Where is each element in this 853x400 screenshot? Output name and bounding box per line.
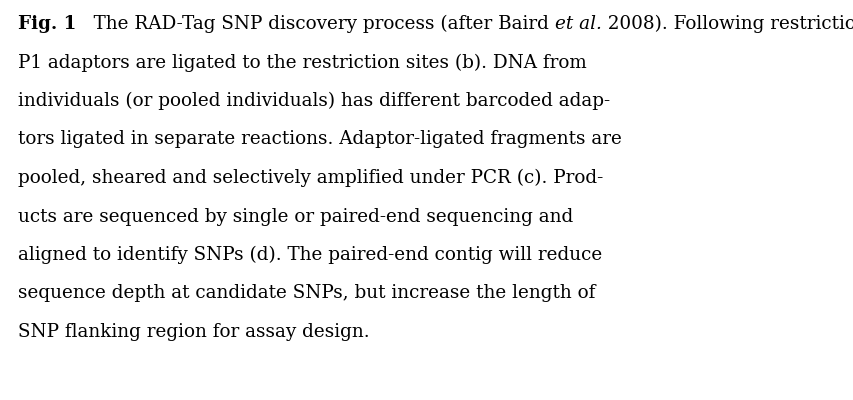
Text: Fig. 1: Fig. 1 [18, 15, 76, 33]
Text: SNP flanking region for assay design.: SNP flanking region for assay design. [18, 323, 369, 341]
Text: aligned to identify SNPs (d). The paired-end contig will reduce: aligned to identify SNPs (d). The paired… [18, 246, 601, 264]
Text: pooled, sheared and selectively amplified under PCR (c). Prod-: pooled, sheared and selectively amplifie… [18, 169, 602, 187]
Text: P1 adaptors are ligated to the restriction sites (b). DNA from: P1 adaptors are ligated to the restricti… [18, 54, 586, 72]
Text: sequence depth at candidate SNPs, but increase the length of: sequence depth at candidate SNPs, but in… [18, 284, 595, 302]
Text: The RAD-Tag SNP discovery process (after Baird: The RAD-Tag SNP discovery process (after… [76, 15, 554, 33]
Text: ucts are sequenced by single or paired-end sequencing and: ucts are sequenced by single or paired-e… [18, 208, 572, 226]
Text: tors ligated in separate reactions. Adaptor-ligated fragments are: tors ligated in separate reactions. Adap… [18, 130, 621, 148]
Text: individuals (or pooled individuals) has different barcoded adap-: individuals (or pooled individuals) has … [18, 92, 609, 110]
Text: et al.: et al. [554, 15, 601, 33]
Text: 2008). Following restriction with an appropriate enzyme (a), the: 2008). Following restriction with an app… [601, 15, 853, 33]
